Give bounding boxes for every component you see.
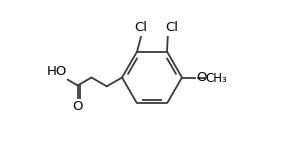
Text: HO: HO xyxy=(47,65,67,78)
Text: O: O xyxy=(72,100,83,113)
Text: O: O xyxy=(196,71,206,84)
Text: Cl: Cl xyxy=(134,21,147,34)
Text: CH₃: CH₃ xyxy=(205,72,227,85)
Text: Cl: Cl xyxy=(165,21,178,34)
